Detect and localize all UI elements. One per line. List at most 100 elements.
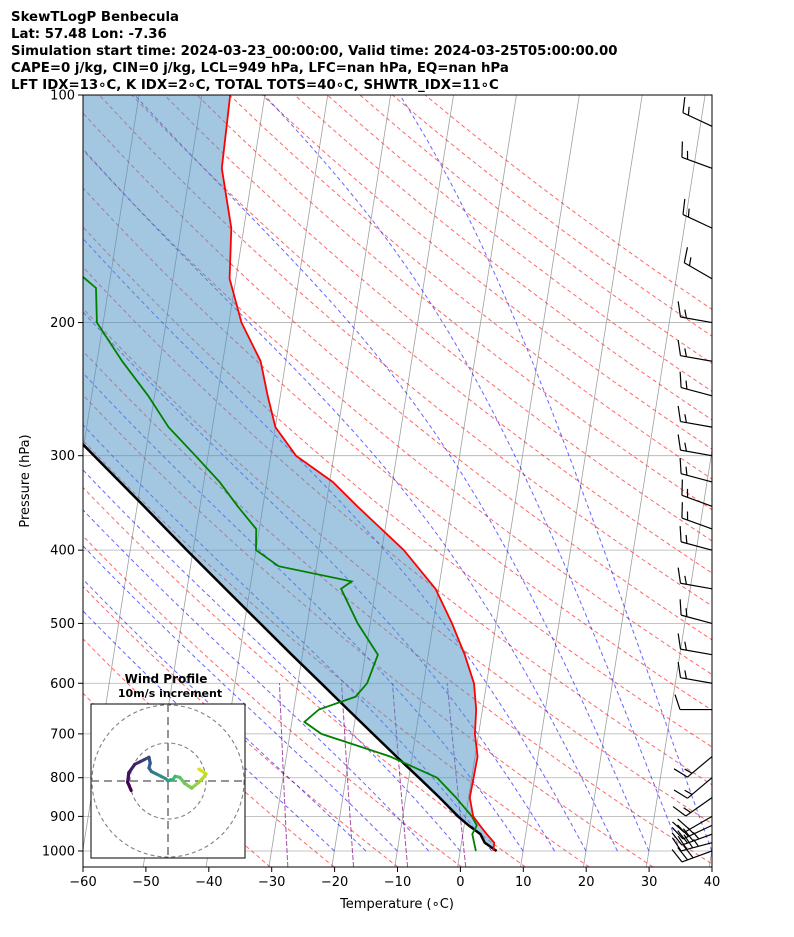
x-tick-label: −40 — [195, 875, 222, 890]
barb-flag — [677, 661, 682, 678]
barb-half-flag — [685, 380, 688, 390]
dry-adiabat — [83, 439, 590, 867]
dewpoint-profile — [83, 275, 478, 852]
cape-shading — [83, 95, 497, 851]
barb-shaft — [680, 541, 713, 551]
wind-barb — [679, 526, 713, 551]
barb-flag — [672, 821, 685, 833]
barb-half-flag — [684, 768, 693, 774]
barb-shaft — [687, 777, 713, 799]
wind-barb — [681, 502, 713, 530]
barb-flag — [671, 832, 683, 846]
barb-shaft — [681, 156, 713, 169]
isotherm-line — [0, 95, 76, 867]
barb-shaft — [680, 614, 713, 624]
moist-adiabat — [399, 95, 712, 852]
wind-barb — [672, 797, 713, 817]
barb-half-flag — [684, 641, 687, 651]
barb-half-flag — [684, 348, 687, 357]
temperature-profile — [220, 95, 496, 852]
barb-shaft — [680, 473, 713, 483]
wind-barb — [677, 405, 713, 428]
hodograph-segment — [127, 762, 137, 775]
barb-half-flag — [688, 257, 692, 266]
barb-flag — [677, 847, 689, 861]
barb-flag — [672, 806, 687, 817]
isotherm-line — [583, 95, 706, 867]
x-tick-label: 30 — [641, 875, 658, 890]
barb-flag — [671, 827, 684, 840]
mixing-ratio-line — [279, 683, 289, 867]
barb-flag — [673, 789, 688, 799]
barb-flag — [682, 198, 686, 215]
barb-half-flag — [684, 575, 687, 585]
barb-shaft — [681, 494, 713, 507]
mixing-ratio-line — [392, 683, 409, 867]
barb-flag — [677, 339, 682, 356]
x-tick-label: −60 — [69, 875, 96, 890]
dry-adiabat — [164, 95, 712, 542]
barb-shaft — [681, 517, 713, 530]
barb-shaft — [682, 824, 713, 840]
dry-adiabat — [229, 95, 712, 480]
wind-barb — [673, 756, 713, 778]
barb-shaft — [682, 214, 713, 229]
barb-flag — [677, 633, 682, 650]
wind-barb — [681, 479, 713, 507]
moist-adiabat — [83, 545, 398, 852]
wind-barb — [682, 96, 713, 127]
barb-shaft — [680, 449, 713, 457]
barb-shaft — [680, 420, 713, 428]
barb-flag — [683, 834, 694, 849]
hodograph-subtitle: 10m/s increment — [118, 687, 222, 700]
wind-barb — [677, 434, 713, 457]
barb-shaft — [683, 262, 713, 280]
y-tick-label: 1000 — [42, 844, 75, 859]
moist-adiabat — [83, 148, 618, 852]
dry-adiabat — [83, 638, 335, 867]
barb-flag — [677, 830, 689, 844]
y-axis-label: Pressure (hPa) — [18, 434, 33, 527]
barb-shaft — [680, 386, 713, 397]
barb-flag — [671, 837, 682, 852]
barb-shaft — [687, 756, 713, 778]
x-tick-label: 20 — [578, 875, 595, 890]
moist-adiabat — [83, 509, 430, 852]
x-tick-label: −20 — [321, 875, 348, 890]
isotherm-line — [0, 95, 13, 867]
barb-flag — [677, 301, 682, 318]
moist-adiabat — [83, 469, 461, 852]
x-tick-label: −10 — [384, 875, 411, 890]
dry-adiabat — [83, 535, 462, 867]
isotherm-line — [520, 95, 643, 867]
barb-half-flag — [684, 414, 687, 423]
barb-half-flag — [684, 670, 687, 679]
mixing-ratio-line — [341, 683, 355, 867]
wind-barb — [677, 661, 713, 684]
barb-flag — [679, 457, 682, 474]
wind-barb — [683, 247, 713, 280]
barb-flag — [677, 434, 682, 451]
moist-adiabat — [83, 610, 335, 852]
wind-barb — [677, 567, 713, 590]
wind-profile-hodograph: Wind Profile 10m/s increment — [90, 672, 246, 859]
barb-flag — [677, 818, 690, 830]
barb-flag — [671, 849, 683, 863]
wind-barbs — [671, 96, 713, 863]
moist-adiabat — [263, 95, 681, 852]
stability-indices-line: CAPE=0 j/kg, CIN=0 j/kg, LCL=949 hPa, LF… — [11, 61, 509, 77]
barb-half-flag — [684, 442, 687, 452]
y-tick-label: 100 — [50, 89, 75, 104]
barb-flag — [679, 599, 682, 616]
dry-adiabat — [83, 585, 399, 867]
y-tick-label: 200 — [50, 316, 75, 331]
y-tick-label: 900 — [50, 810, 75, 825]
barb-half-flag — [685, 608, 688, 617]
dry-adiabat — [83, 149, 712, 676]
x-tick-label: 10 — [515, 875, 532, 890]
dry-adiabat — [83, 266, 712, 786]
wind-barb — [677, 301, 713, 324]
wind-barb — [679, 599, 713, 624]
wind-barb — [673, 777, 713, 799]
